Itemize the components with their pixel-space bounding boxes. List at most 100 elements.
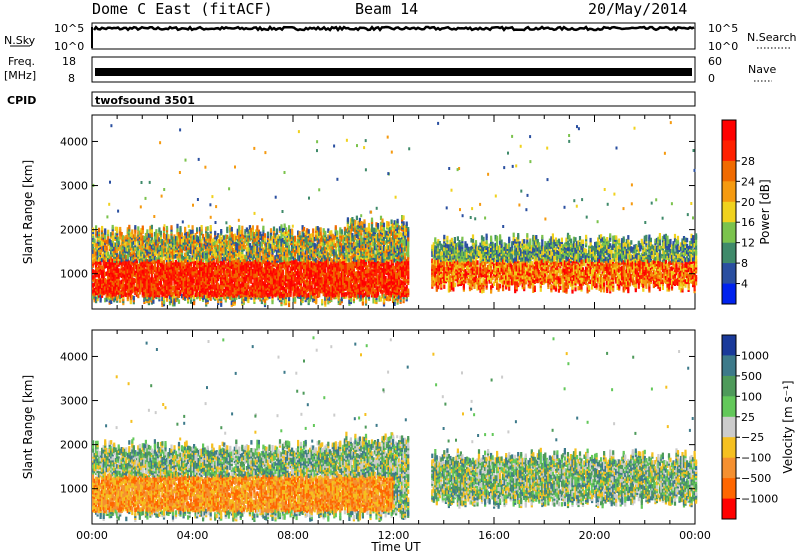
data-cell	[134, 260, 137, 266]
data-cell	[217, 298, 220, 304]
data-cell	[119, 280, 122, 285]
data-cell	[283, 231, 286, 236]
data-cell	[334, 266, 337, 272]
data-cell	[294, 267, 297, 272]
data-cell	[170, 278, 173, 284]
data-cell	[248, 270, 251, 276]
data-cell	[303, 226, 306, 232]
data-cell	[138, 262, 141, 267]
data-cell	[199, 274, 202, 280]
data-cell	[315, 272, 318, 277]
data-cell	[102, 241, 105, 246]
data-cell	[184, 226, 187, 232]
data-cell	[153, 279, 156, 284]
data-cell	[310, 253, 313, 258]
data-cell	[167, 275, 170, 281]
data-cell	[268, 244, 271, 250]
data-cell	[113, 236, 116, 241]
data-cell	[95, 278, 98, 284]
data-cell	[339, 298, 342, 304]
data-cell	[95, 251, 98, 256]
data-cell	[251, 272, 254, 278]
data-cell	[208, 247, 211, 253]
data-cell	[120, 293, 123, 298]
data-cell	[321, 299, 324, 304]
data-cell	[372, 287, 375, 292]
data-cell	[113, 252, 116, 257]
data-cell	[233, 273, 236, 278]
data-cell	[285, 270, 288, 276]
data-cell	[156, 233, 159, 238]
data-cell	[230, 284, 233, 289]
data-cell	[372, 241, 375, 246]
data-cell	[119, 226, 122, 232]
data-cell	[242, 286, 245, 291]
data-cell	[212, 271, 215, 276]
data-cell	[176, 261, 179, 266]
data-cell	[199, 290, 202, 295]
data-cell	[190, 267, 193, 272]
data-cell	[209, 284, 212, 289]
data-cell	[322, 228, 325, 233]
data-cell	[288, 296, 291, 302]
data-cell	[321, 241, 324, 246]
data-cell	[144, 268, 147, 274]
data-cell	[310, 273, 313, 278]
data-cell	[253, 238, 256, 243]
data-cell	[304, 236, 307, 241]
data-cell	[349, 255, 352, 261]
data-cell	[354, 275, 357, 280]
data-cell	[193, 253, 196, 258]
data-cell	[254, 229, 257, 234]
data-cell	[366, 257, 369, 262]
data-cell	[122, 286, 125, 292]
data-cell	[220, 284, 223, 290]
data-cell	[324, 254, 327, 260]
data-cell	[111, 224, 114, 230]
data-cell	[229, 295, 232, 300]
data-cell	[214, 266, 217, 271]
data-cell	[162, 244, 166, 249]
data-cell	[176, 267, 179, 272]
data-cell	[188, 233, 191, 238]
data-cell	[257, 247, 260, 252]
data-cell	[318, 271, 321, 276]
data-cell	[235, 245, 238, 251]
data-cell	[367, 248, 371, 254]
data-cell	[241, 257, 244, 262]
data-cell	[360, 266, 363, 272]
data-cell	[153, 235, 156, 241]
data-cell	[260, 299, 263, 305]
data-cell	[239, 230, 242, 235]
data-cell	[161, 296, 164, 301]
data-cell	[221, 235, 224, 240]
data-cell	[357, 258, 360, 263]
data-cell	[274, 259, 277, 264]
data-cell	[254, 281, 257, 286]
data-cell	[334, 225, 337, 230]
data-cell	[260, 291, 263, 297]
data-cell	[229, 247, 232, 253]
data-cell	[363, 292, 366, 298]
data-cell	[117, 240, 120, 245]
data-cell	[140, 261, 143, 267]
data-cell	[229, 251, 232, 257]
data-cell	[190, 257, 193, 263]
data-cell	[143, 236, 146, 241]
data-cell	[123, 254, 126, 259]
data-cell	[236, 228, 239, 234]
data-cell	[271, 256, 274, 261]
data-cell	[239, 265, 242, 271]
data-cell	[153, 273, 156, 278]
data-cell	[248, 243, 251, 248]
data-cell	[137, 271, 140, 277]
data-cell	[376, 236, 380, 242]
data-cell	[339, 251, 342, 256]
data-cell	[203, 263, 206, 268]
data-cell	[134, 278, 137, 284]
plot-title: Dome C East (fitACF)	[92, 0, 273, 18]
data-cell	[227, 278, 230, 283]
data-cell	[306, 250, 309, 255]
data-cell	[92, 249, 95, 254]
data-cell	[316, 265, 319, 271]
